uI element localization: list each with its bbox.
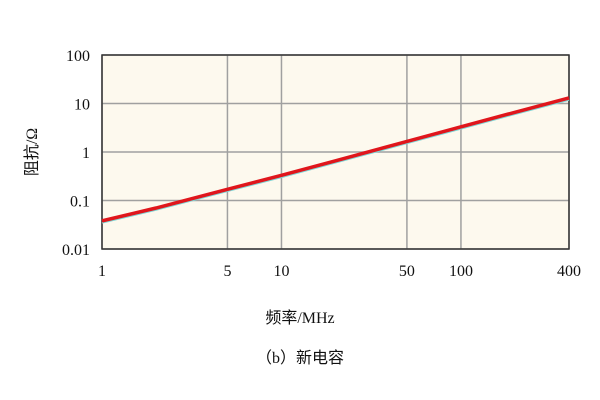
y-tick-label: 0.01 [62, 242, 90, 259]
caption: （b）新电容 [255, 350, 345, 367]
plot-frame [101, 54, 570, 250]
series-shadow-line [101, 99, 570, 224]
x-tick-label: 400 [557, 263, 581, 280]
x-tick-label: 50 [399, 263, 415, 280]
y-tick-label: 1 [82, 145, 90, 162]
x-tick-label: 10 [273, 263, 289, 280]
y-tick-label: 10 [74, 97, 90, 114]
x-axis-label: 频率/MHz [265, 310, 335, 327]
y-tick-label: 0.1 [70, 194, 90, 211]
y-tick-label: 100 [66, 48, 90, 65]
x-tick-label: 1 [98, 263, 106, 280]
y-axis-label: 阻抗/Ω [24, 127, 41, 177]
x-tick-label: 5 [223, 263, 231, 280]
x-tick-label: 100 [449, 263, 473, 280]
